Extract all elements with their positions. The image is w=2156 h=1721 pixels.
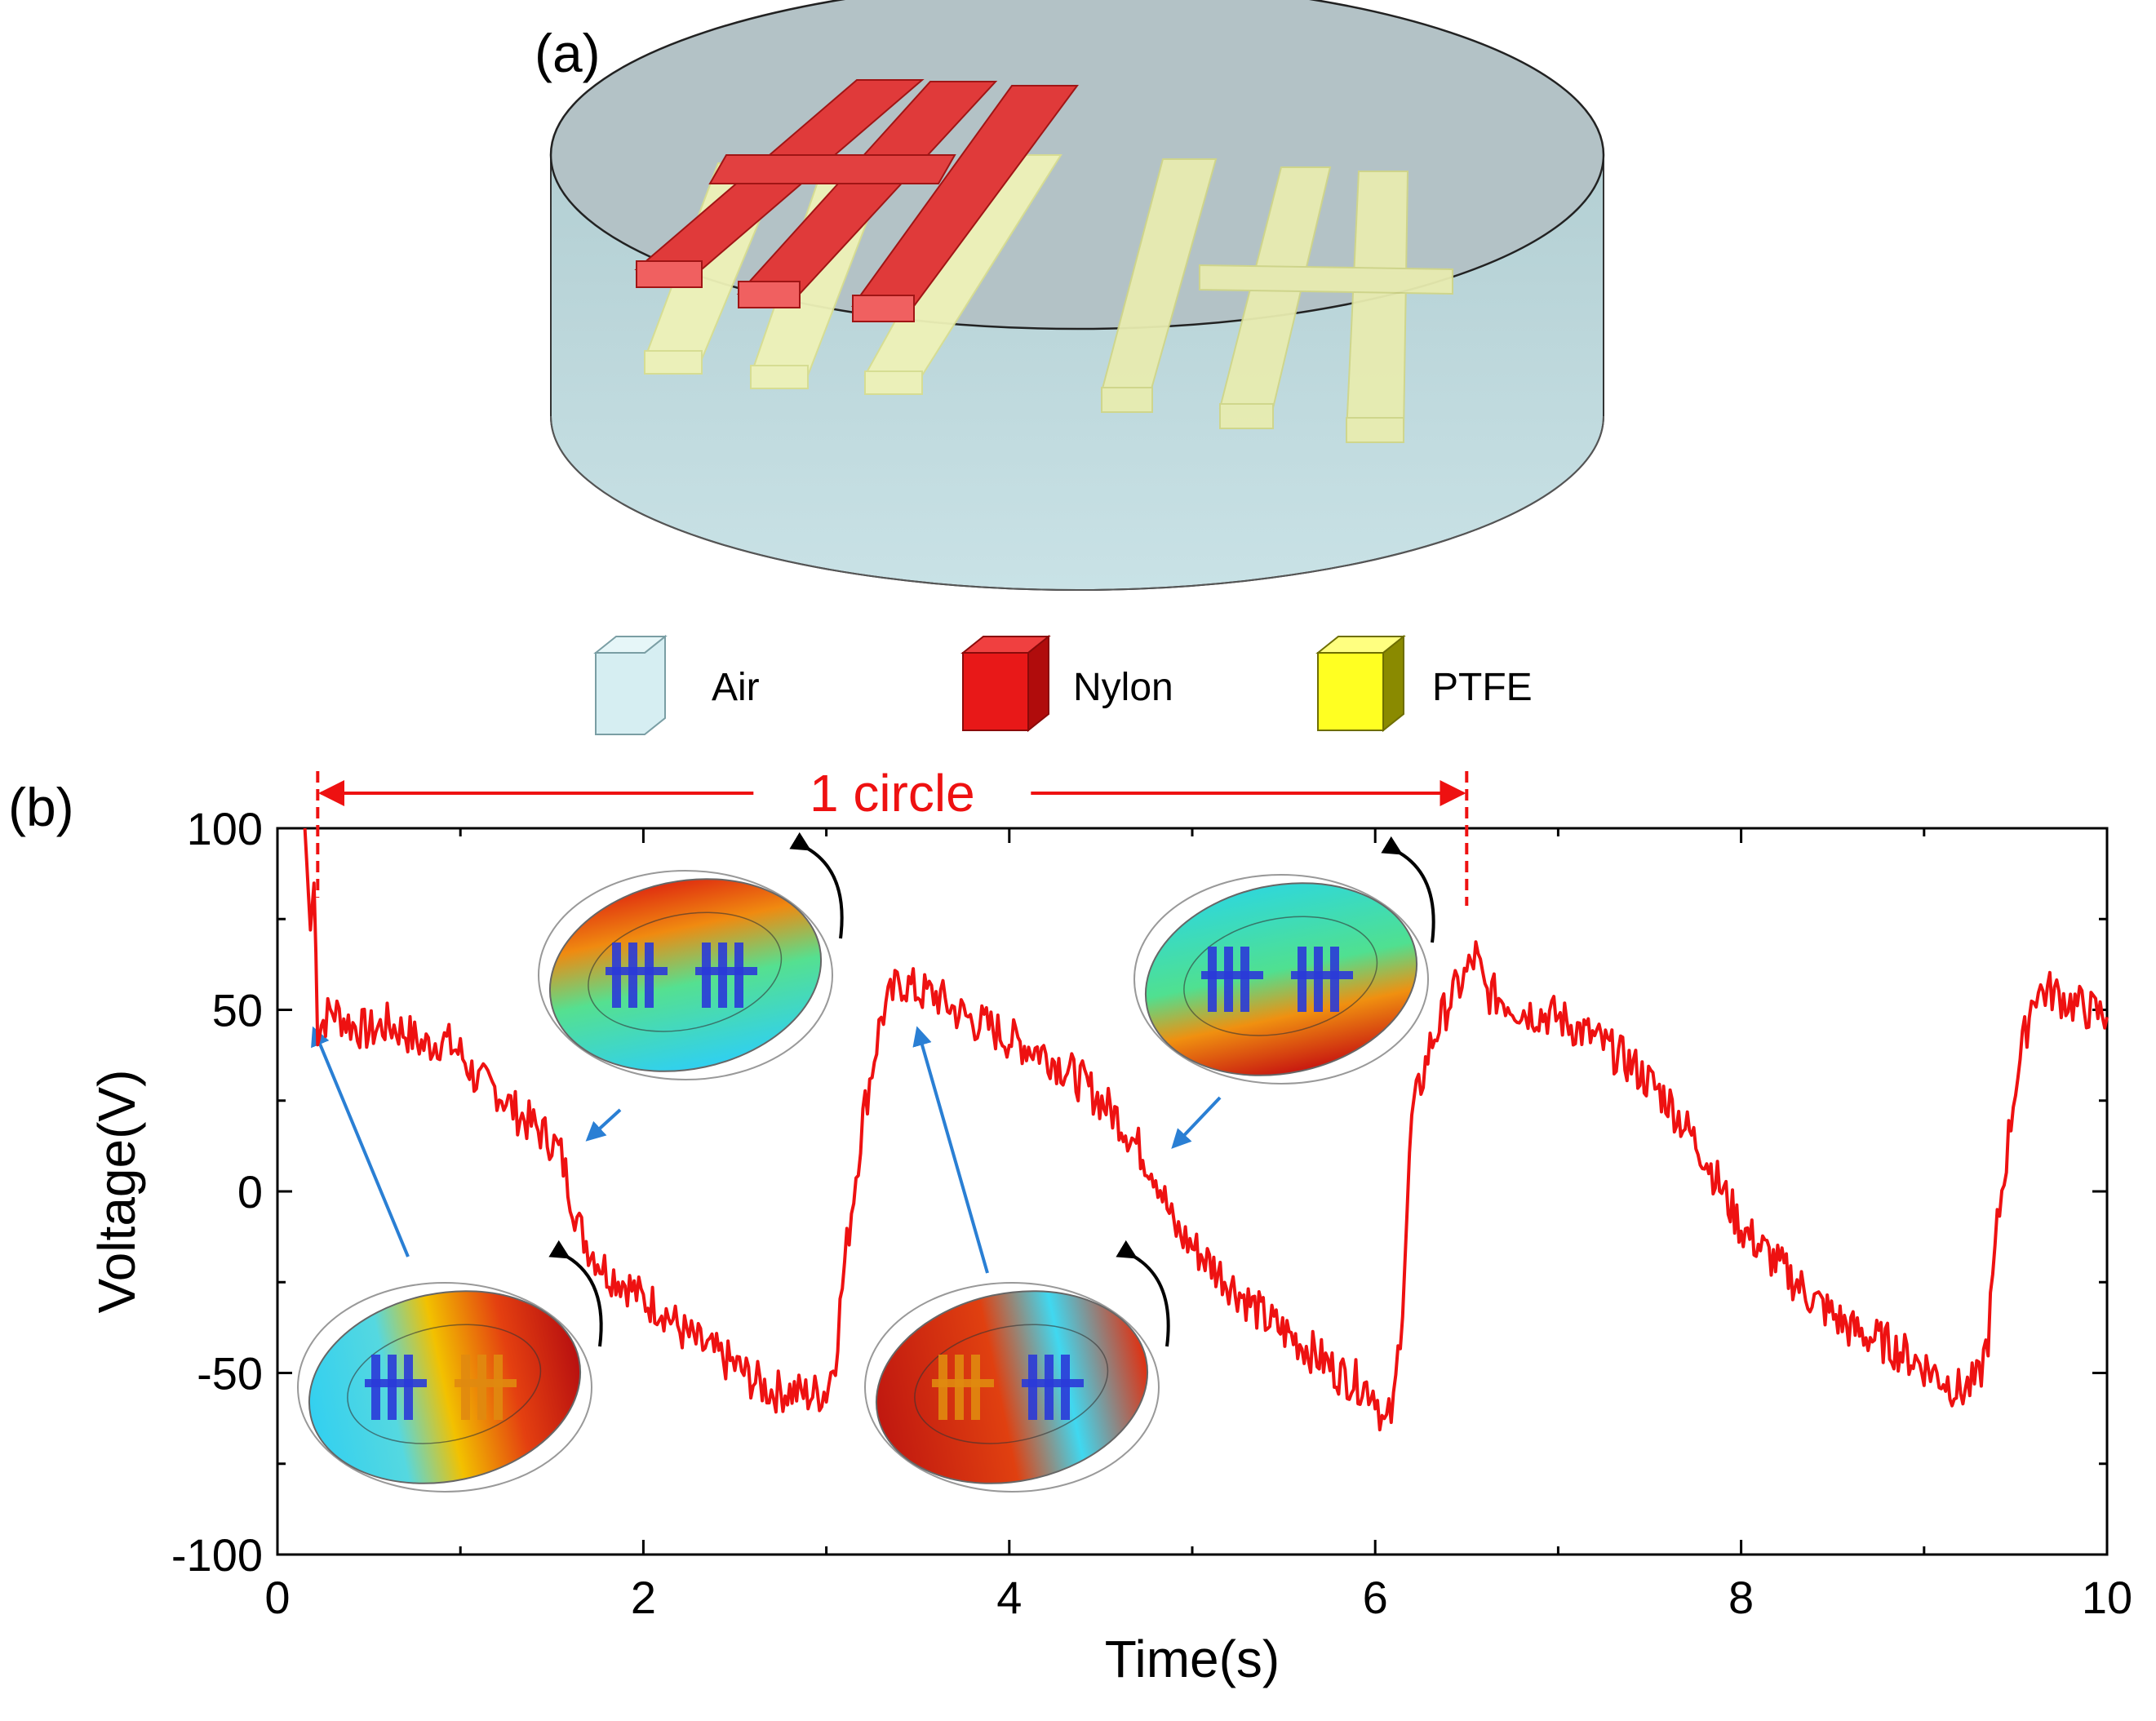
x-tick-label: 10 — [2082, 1572, 2132, 1623]
series-line-voltage — [303, 827, 2109, 1432]
simulation-inset — [538, 832, 844, 1142]
rotation-arrow-icon — [789, 832, 844, 939]
panel-b-label: (b) — [8, 777, 74, 837]
annotation-label: 1 circle — [810, 764, 975, 823]
pointer-arrow — [585, 1108, 622, 1142]
x-tick-label: 2 — [631, 1572, 656, 1623]
y-tick-label: 50 — [212, 985, 263, 1036]
simulation-insets — [297, 832, 1435, 1493]
rotation-arrow-icon — [548, 1240, 603, 1347]
y-tick-label: 100 — [187, 803, 263, 854]
one-circle-annotation: 1 circle — [316, 764, 1469, 906]
panel-a-label: (a) — [535, 23, 601, 83]
x-tick-label: 8 — [1728, 1572, 1754, 1623]
legend-label-ptfe: PTFE — [1432, 666, 1533, 709]
pointer-arrow — [912, 1026, 989, 1274]
ptfe-electrode-right — [1100, 158, 1453, 443]
legend-swatch-nylon — [962, 652, 1029, 731]
simulation-inset — [297, 1026, 603, 1493]
legend-label-nylon: Nylon — [1073, 666, 1173, 709]
voltage-chart: 0 2 4 6 8 10 100 50 0 -50 -100 1 circle Time(s) Vo… — [87, 764, 2132, 1688]
simulation-inset — [864, 1026, 1170, 1493]
x-tick-label: 0 — [264, 1572, 290, 1623]
rotation-arrow-icon — [1381, 836, 1435, 943]
y-tick-label: -100 — [171, 1529, 263, 1581]
y-tick-label: 0 — [237, 1166, 263, 1218]
pointer-arrow — [311, 1026, 410, 1257]
legend-item-ptfe: PTFE — [1315, 634, 1533, 733]
x-tick-label: 6 — [1363, 1572, 1388, 1623]
legend-item-nylon: Nylon — [960, 634, 1173, 733]
y-tick-label: -50 — [197, 1348, 263, 1399]
legend: Air Nylon PTFE — [593, 634, 1533, 735]
axes: 0 2 4 6 8 10 100 50 0 -50 -100 — [171, 803, 2132, 1623]
y-axis-label: Voltage(V) — [87, 1070, 146, 1314]
simulation-inset — [1133, 836, 1435, 1149]
pointer-arrow — [1171, 1096, 1222, 1149]
x-axis-label: Time(s) — [1105, 1630, 1280, 1688]
rotation-arrow-icon — [1116, 1240, 1170, 1347]
nylon-electrode — [634, 79, 1079, 322]
legend-item-air: Air — [593, 634, 760, 735]
x-tick-label: 4 — [996, 1572, 1022, 1623]
legend-label-air: Air — [712, 666, 760, 709]
legend-swatch-ptfe — [1317, 652, 1384, 731]
